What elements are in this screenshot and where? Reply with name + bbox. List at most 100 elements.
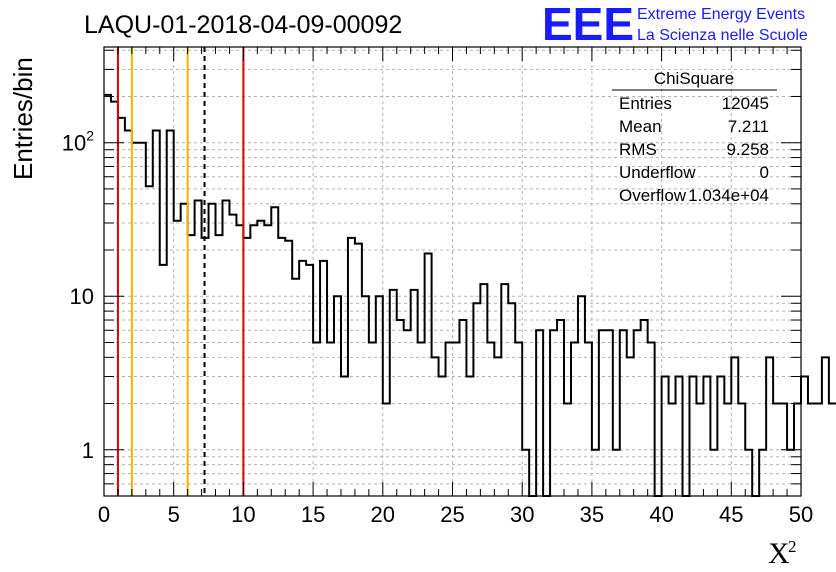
histogram-bin: [829, 404, 836, 496]
histogram-bin: [132, 143, 139, 496]
stats-row-value: 7.211: [728, 117, 769, 136]
histogram-bin: [550, 330, 557, 496]
y-axis-label: Entries/bin: [8, 57, 38, 180]
histogram-bin: [606, 330, 613, 496]
histogram-bin: [515, 342, 522, 496]
x-tick-label: 30: [510, 502, 534, 527]
histogram-bin: [369, 342, 376, 496]
histogram-bin: [473, 303, 480, 496]
histogram-bin: [571, 342, 578, 496]
logo-acronym: EEE: [542, 0, 634, 50]
histogram-bin: [376, 296, 383, 496]
y-tick-label: 10: [70, 284, 94, 309]
stats-row-label: RMS: [619, 140, 657, 159]
histogram-bin: [648, 342, 655, 496]
histogram-bin: [425, 253, 432, 496]
cut-lines: [116, 47, 245, 496]
histogram-bin: [439, 377, 446, 496]
histogram-bin: [801, 377, 808, 496]
x-tick-label: 35: [580, 502, 604, 527]
histogram-bin: [731, 357, 738, 496]
histogram-bin: [717, 377, 724, 496]
x-tick-label: 25: [440, 502, 464, 527]
histogram-bin: [508, 303, 515, 496]
histogram-bin: [703, 377, 710, 496]
x-tick-label: 5: [168, 502, 180, 527]
stats-row-label: Underflow: [619, 163, 696, 182]
chart-title: LAQU-01-2018-04-09-00092: [84, 11, 402, 39]
axes-frame: [103, 46, 802, 497]
eee-logo: EEE Extreme Energy Events La Scienza nel…: [542, 0, 808, 50]
y-tick-label: 102: [62, 128, 94, 156]
histogram-bin: [404, 330, 411, 496]
histogram-bin: [362, 296, 369, 496]
histogram-bin: [222, 201, 229, 496]
histogram-bin: [418, 342, 425, 496]
histogram-bin: [174, 221, 181, 496]
histogram-bin: [236, 225, 243, 496]
histogram-bin: [104, 95, 111, 496]
histogram-bin: [620, 330, 627, 496]
histogram-bin: [676, 377, 683, 496]
histogram-bin: [432, 357, 439, 496]
histogram-bin: [209, 204, 216, 496]
stats-row-value: 1.034e+04: [688, 186, 769, 205]
histogram-bin: [453, 342, 460, 496]
stats-row-label: Entries: [619, 94, 672, 113]
x-tick-label: 20: [371, 502, 395, 527]
x-tick-labels: 0 5 10 15 20 25 30 35 40 45 50: [98, 502, 813, 527]
histogram-bin: [634, 330, 641, 496]
histogram-bin: [585, 342, 592, 496]
y-tick-label: 1: [82, 438, 94, 463]
histogram-bin: [557, 320, 564, 496]
x-axis-label: X 2: [768, 537, 797, 570]
histogram-bin: [487, 342, 494, 496]
stats-row-value: 0: [760, 163, 769, 182]
histogram-bin: [306, 265, 313, 496]
stats-box: ChiSquare Entries 12045 Mean 7.211 RMS 9.258 U…: [612, 69, 777, 205]
histogram-bin: [815, 404, 822, 496]
x-tick-label: 0: [98, 502, 110, 527]
logo-line2: La Scienza nelle Scuole: [637, 27, 808, 44]
histogram-bin: [662, 377, 669, 496]
histogram-bin: [536, 330, 543, 496]
x-tick-label: 15: [301, 502, 325, 527]
histogram-bin: [578, 296, 585, 496]
stats-title: ChiSquare: [654, 69, 734, 88]
histogram-bin: [599, 330, 606, 496]
histogram-bin: [808, 404, 815, 496]
x-axis-label-main: X: [768, 537, 790, 570]
histogram-bin: [285, 241, 292, 496]
histogram-bin: [313, 342, 320, 496]
histogram-bin: [641, 320, 648, 496]
histogram-bin: [195, 201, 202, 496]
histogram-bin: [627, 357, 634, 496]
histogram-bin: [118, 118, 125, 496]
histogram-bin: [160, 265, 167, 496]
y-tick-labels: 1 10 102: [62, 128, 94, 463]
x-tick-label: 10: [231, 502, 255, 527]
histogram-bin: [111, 102, 118, 496]
histogram-bin: [459, 320, 466, 496]
histogram-bin: [327, 342, 334, 496]
histogram-bin: [229, 215, 236, 496]
stats-row-value: 12045: [722, 94, 769, 113]
x-tick-label: 45: [719, 502, 743, 527]
stats-row-label: Mean: [619, 117, 662, 136]
histogram-bin: [125, 131, 132, 496]
stats-rows: Entries 12045 Mean 7.211 RMS 9.258 Underflow 0 O…: [619, 94, 769, 205]
histogram-bin: [334, 296, 341, 496]
histogram-bin: [689, 377, 696, 496]
x-tick-label: 50: [789, 502, 813, 527]
logo-line1: Extreme Energy Events: [637, 6, 805, 23]
histogram-bin: [355, 244, 362, 496]
histogram-bin: [153, 131, 160, 496]
histogram-bin: [494, 357, 501, 496]
histogram-bin: [139, 143, 146, 496]
histogram-bin: [271, 207, 278, 496]
x-tick-label: 40: [649, 502, 673, 527]
histogram-bin: [264, 225, 271, 496]
histogram-bin: [257, 221, 264, 496]
histogram-bin: [167, 131, 174, 496]
